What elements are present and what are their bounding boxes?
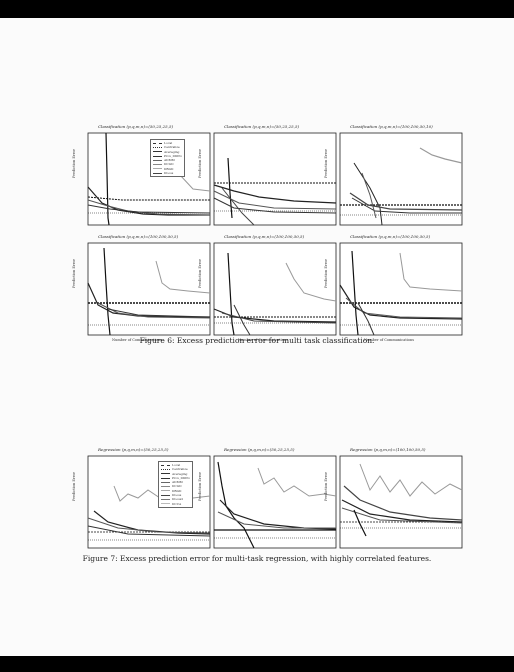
panel-title: Regression (p,q,m,n)=(50,25,25,5) [98, 447, 169, 452]
panel-ylabel: Prediction Error [72, 471, 76, 501]
panel-plot [339, 242, 463, 336]
figure6-panel-4: Classification (p,q,m,n)=(100,100,50,5) … [72, 234, 211, 342]
panel-xlabel: Number of Communications [364, 338, 415, 342]
legend-item: ADMM [153, 158, 182, 162]
legend-item: DBGD [161, 489, 190, 493]
panel-plot [213, 242, 337, 336]
legend-item: Prox_DDPG [153, 154, 182, 158]
legend-item: Averaging [161, 472, 190, 476]
panel-title: Regression (p,q,m,n)=(100,100,50,5) [350, 447, 426, 452]
panel-xlabel: Number of Communications [112, 338, 163, 342]
figure6-caption: Figure 6: Excess prediction error for mu… [139, 336, 375, 345]
panel-plot [213, 132, 337, 226]
figure6-panel-3: Classification (p,q,m,n)=(100,100,50,10)… [324, 124, 463, 226]
legend-item: Centralize [161, 467, 190, 471]
panel-title: Classification (p,q,m,n)=(100,100,50,5) [224, 234, 305, 239]
legend-item: Prox_DDPG [161, 476, 190, 480]
figure6-panel-1: Classification (p,q,m,n)=(50,25,25,5) Pr… [72, 124, 211, 226]
panel-plot [87, 132, 211, 226]
legend-item: DLoss [161, 493, 190, 497]
legend-item: ADMM [161, 480, 190, 484]
panel-plot [339, 455, 463, 549]
panel-plot [339, 132, 463, 226]
legend-item: DLoss2 [161, 497, 190, 501]
figure7-panel-2: Regression (p,q,m,n)=(50,25,25,5) Predic… [198, 447, 337, 549]
figure7-panel-1: Regression (p,q,m,n)=(50,25,25,5) Predic… [72, 447, 211, 549]
panel-title: Classification (p,q,m,n)=(50,25,25,5) [224, 124, 300, 129]
black-top-border [0, 0, 514, 18]
panel-ylabel: Prediction Error [198, 471, 202, 501]
paper-page: Classification (p,q,m,n)=(50,25,25,5) Pr… [0, 18, 514, 656]
legend: Local Centralize Averaging Prox_DDPG ADM… [158, 461, 193, 508]
legend-item: DCGD [161, 484, 190, 488]
figure7-panel-3: Regression (p,q,m,n)=(100,100,50,5) Pred… [324, 447, 463, 549]
legend: Local Centralize Averaging Prox_DDPG ADM… [150, 139, 185, 178]
legend-item: DLoss [153, 171, 182, 175]
panel-xlabel: Number of Communications [238, 338, 289, 342]
legend-item: DCCA [161, 502, 190, 506]
panel-ylabel: Prediction Error [324, 471, 328, 501]
figure7-caption: Figure 7: Excess prediction error for mu… [82, 554, 432, 563]
figure6-panel-2: Classification (p,q,m,n)=(50,25,25,5) Pr… [198, 124, 337, 226]
figure6-panel-5: Classification (p,q,m,n)=(100,100,50,5) … [198, 234, 337, 342]
legend-item: DBGD [153, 167, 182, 171]
legend-item: Centralize [153, 145, 182, 149]
panel-title: Regression (p,q,m,n)=(50,25,25,5) [224, 447, 295, 452]
panel-title: Classification (p,q,m,n)=(50,25,25,5) [98, 124, 174, 129]
legend-item: Local [153, 141, 182, 145]
panel-title: Classification (p,q,m,n)=(100,100,50,10) [350, 124, 433, 129]
panel-title: Classification (p,q,m,n)=(100,100,50,5) [98, 234, 179, 239]
figure-7: Regression (p,q,m,n)=(50,25,25,5) Predic… [0, 18, 514, 638]
panel-plot [213, 455, 337, 549]
panel-title: Classification (p,q,m,n)=(100,100,50,5) [350, 234, 431, 239]
figure6-panel-6: Classification (p,q,m,n)=(100,100,50,5) … [324, 234, 463, 342]
legend-item: Local [161, 463, 190, 467]
legend-item: Averaging [153, 150, 182, 154]
legend-item: DCGD [153, 162, 182, 166]
panel-plot [87, 242, 211, 336]
figure-6: Classification (p,q,m,n)=(50,25,25,5) Pr… [0, 18, 514, 358]
black-bottom-border [0, 656, 514, 672]
